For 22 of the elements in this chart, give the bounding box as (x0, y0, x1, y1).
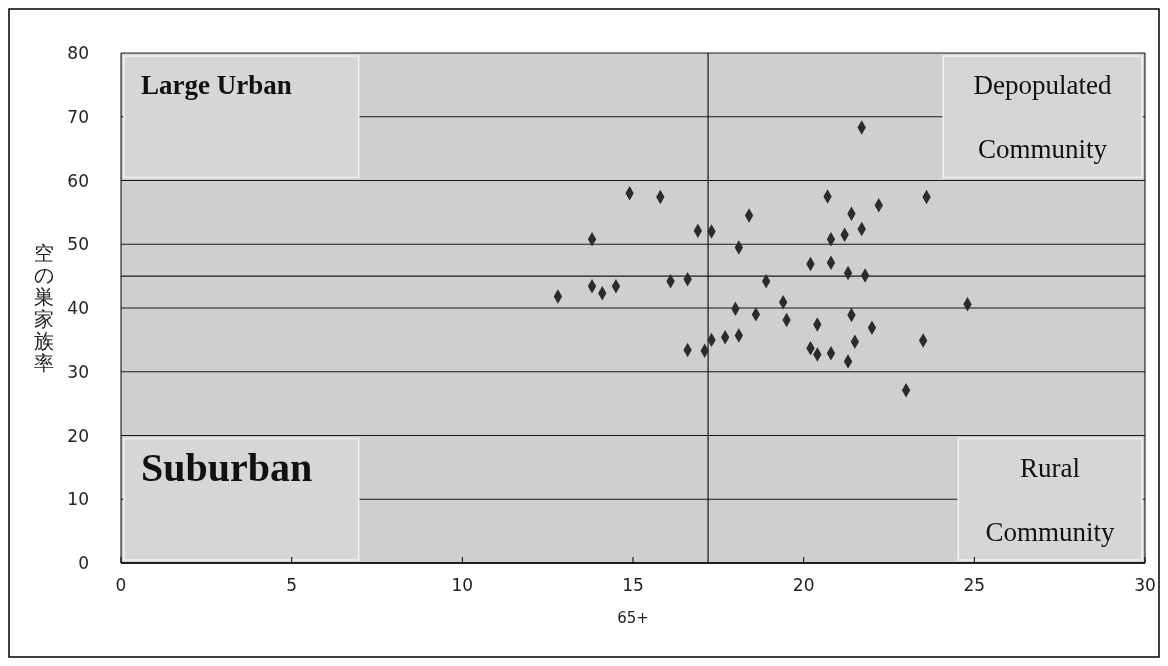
x-axis-title: 65+ (617, 609, 649, 627)
text: Rural Community (985, 452, 1115, 547)
text: Depopulated Community (973, 70, 1112, 165)
y-tick-label: 60 (67, 170, 89, 191)
x-tick-label: 25 (963, 575, 986, 595)
annotation: Large Urban (141, 70, 292, 101)
x-tick-label: 10 (451, 575, 474, 595)
y-tick-label: 0 (78, 553, 89, 573)
x-tick-label: 5 (286, 575, 298, 595)
y-tick-label: 70 (67, 106, 89, 127)
x-tick-label: 15 (622, 575, 644, 595)
annotation: Suburban (141, 445, 313, 491)
y-tick-label: 10 (67, 489, 89, 510)
y-tick-label: 40 (67, 298, 89, 318)
y-tick-label: 20 (67, 425, 89, 446)
y-tick-label: 30 (67, 361, 89, 382)
y-tick-label: 50 (67, 234, 89, 255)
x-tick-label: 0 (115, 575, 127, 595)
y-tick-label: 80 (67, 43, 89, 63)
x-tick-label: 20 (792, 575, 815, 595)
x-tick-label: 30 (1134, 575, 1156, 595)
y-axis-title: 空の巣家族率 (34, 241, 54, 375)
